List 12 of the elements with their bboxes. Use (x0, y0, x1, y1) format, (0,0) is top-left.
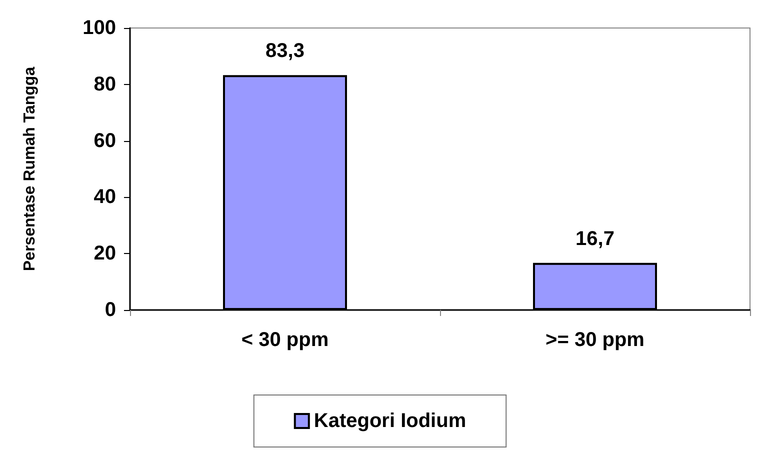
y-axis-title: Persentase Rumah Tangga (22, 66, 38, 272)
data-label: 16,7 (576, 228, 614, 250)
x-tick-label: < 30 ppm (241, 329, 329, 351)
data-label: 83,3 (266, 40, 304, 62)
y-tick-label: 100 (82, 17, 116, 39)
y-tick-label: 80 (94, 73, 116, 96)
legend-label: Kategori Iodium (314, 410, 466, 432)
x-tick-label: >= 30 ppm (546, 329, 644, 351)
y-tick-label: 40 (94, 186, 116, 208)
y-tick-label: 0 (104, 299, 116, 321)
y-tick-label: 20 (94, 242, 116, 265)
y-tick-label: 60 (94, 130, 116, 152)
